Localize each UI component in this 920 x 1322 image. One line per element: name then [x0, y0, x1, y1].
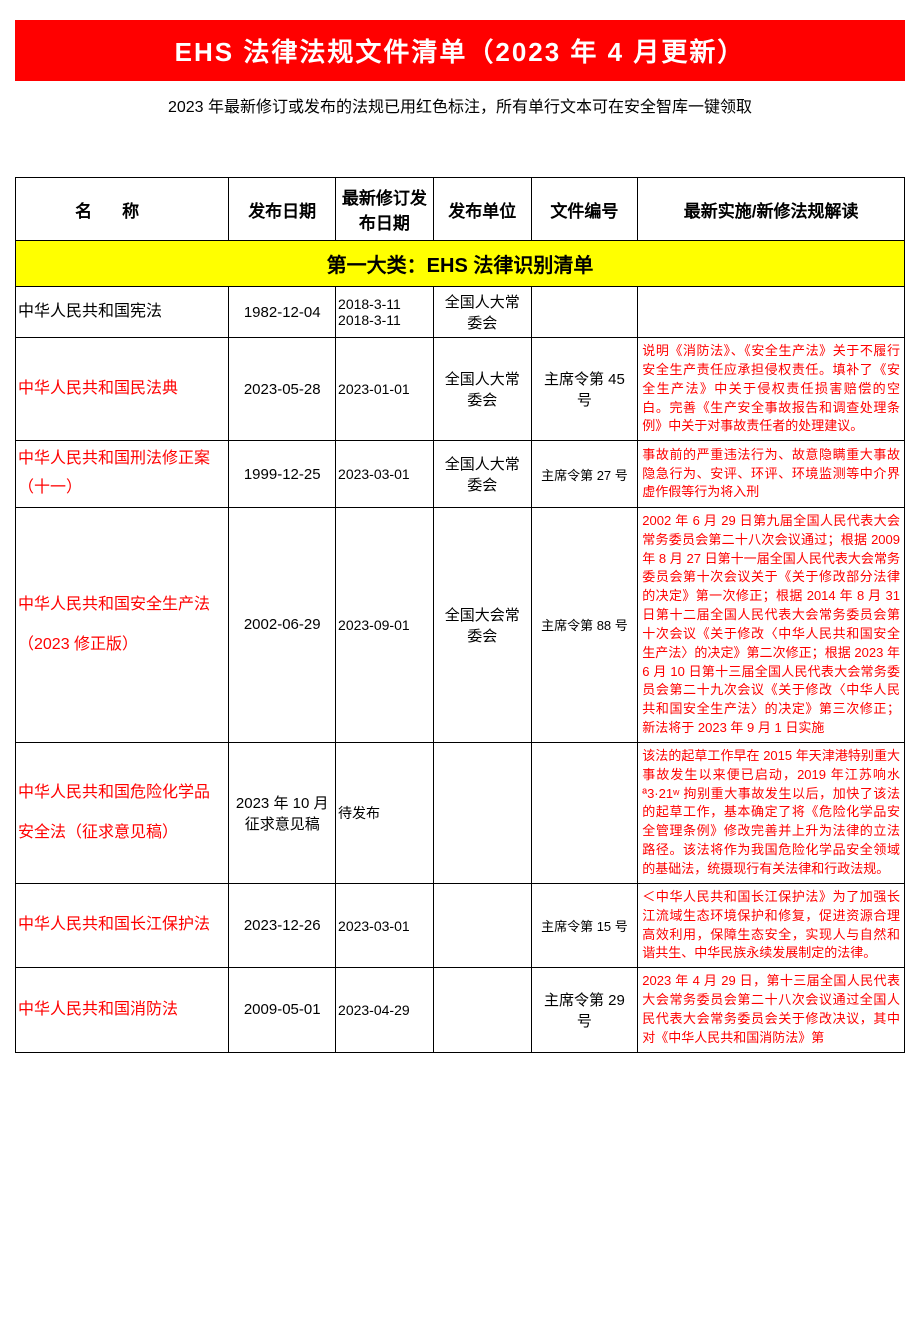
cell-name: 中华人民共和国消防法: [16, 968, 229, 1052]
cell-revdate: 2023-01-01: [336, 338, 434, 441]
cell-revdate: 2023-09-01: [336, 507, 434, 742]
table-row: 中华人民共和国长江保护法 2023-12-26 2023-03-01 主席令第 …: [16, 883, 905, 967]
cell-name: 中华人民共和国民法典: [16, 338, 229, 441]
table-row: 中华人民共和国民法典 2023-05-28 2023-01-01 全国人大常委会…: [16, 338, 905, 441]
col-header-pubdate: 发布日期: [229, 178, 336, 241]
cell-interp: 该法的起草工作早在 2015 年天津港特别重大事故发生以来便已启动，2019 年…: [638, 742, 905, 883]
table-row: 中华人民共和国宪法 1982-12-04 2018-3-112018-3-11 …: [16, 287, 905, 338]
table-header-row: 名称 发布日期 最新修订发布日期 发布单位 文件编号 最新实施/新修法规解读: [16, 178, 905, 241]
cell-interp: 事故前的严重违法行为、故意隐瞒重大事故隐急行为、安评、环评、环境监测等中介界虚作…: [638, 441, 905, 508]
table-row: 中华人民共和国消防法 2009-05-01 2023-04-29 主席令第 29…: [16, 968, 905, 1052]
cell-unit: [433, 968, 531, 1052]
col-header-unit: 发布单位: [433, 178, 531, 241]
cell-docno: [531, 287, 638, 338]
cell-unit: 全国人大常委会: [433, 441, 531, 508]
cell-interp: 2002 年 6 月 29 日第九届全国人民代表大会常务委员会第二十八次会议通过…: [638, 507, 905, 742]
table-row: 中华人民共和国危险化学品安全法（征求意见稿） 2023 年 10 月征求意见稿 …: [16, 742, 905, 883]
cell-unit: [433, 742, 531, 883]
cell-name: 中华人民共和国刑法修正案（十一）: [16, 441, 229, 508]
col-header-docno: 文件编号: [531, 178, 638, 241]
category-row: 第一大类：EHS 法律识别清单: [16, 241, 905, 287]
cell-interp: 2023 年 4 月 29 日，第十三届全国人民代表大会常务委员会第二十八次会议…: [638, 968, 905, 1052]
cell-revdate: 2023-04-29: [336, 968, 434, 1052]
title-text: EHS 法律法规文件清单（2023 年 4 月更新）: [175, 37, 746, 67]
cell-unit: 全国人大常委会: [433, 338, 531, 441]
col-header-revdate: 最新修订发布日期: [336, 178, 434, 241]
cell-name: 中华人民共和国长江保护法: [16, 883, 229, 967]
cell-name: 中华人民共和国危险化学品安全法（征求意见稿）: [16, 742, 229, 883]
cell-pubdate: 2023-12-26: [229, 883, 336, 967]
cell-docno: 主席令第 88 号: [531, 507, 638, 742]
cell-interp: ＜中华人民共和国长江保护法》为了加强长江流域生态环境保护和修复，促进资源合理高效…: [638, 883, 905, 967]
cell-interp: 说明《消防法》、《安全生产法》关于不履行安全生产责任应承担侵权责任。填补了《安全…: [638, 338, 905, 441]
category-label: 第一大类：EHS 法律识别清单: [16, 241, 905, 287]
cell-pubdate: 2023 年 10 月征求意见稿: [229, 742, 336, 883]
cell-pubdate: 2023-05-28: [229, 338, 336, 441]
subtitle: 2023 年最新修订或发布的法规已用红色标注，所有单行文本可在安全智库一键领取: [15, 81, 905, 177]
cell-interp: [638, 287, 905, 338]
cell-docno: 主席令第 15 号: [531, 883, 638, 967]
cell-revdate: 2023-03-01: [336, 883, 434, 967]
cell-revdate: 2018-3-112018-3-11: [336, 287, 434, 338]
cell-pubdate: 2009-05-01: [229, 968, 336, 1052]
cell-name: 中华人民共和国安全生产法（2023 修正版）: [16, 507, 229, 742]
cell-docno: 主席令第 29 号: [531, 968, 638, 1052]
table-row: 中华人民共和国安全生产法（2023 修正版） 2002-06-29 2023-0…: [16, 507, 905, 742]
col-header-interp: 最新实施/新修法规解读: [638, 178, 905, 241]
cell-unit: 全国大会常委会: [433, 507, 531, 742]
cell-docno: [531, 742, 638, 883]
cell-pubdate: 1982-12-04: [229, 287, 336, 338]
cell-unit: [433, 883, 531, 967]
table-row: 中华人民共和国刑法修正案（十一） 1999-12-25 2023-03-01 全…: [16, 441, 905, 508]
cell-unit: 全国人大常委会: [433, 287, 531, 338]
cell-pubdate: 2002-06-29: [229, 507, 336, 742]
title-banner: EHS 法律法规文件清单（2023 年 4 月更新）: [15, 20, 905, 81]
col-header-name: 名称: [16, 178, 229, 241]
cell-revdate: 2023-03-01: [336, 441, 434, 508]
cell-revdate: 待发布: [336, 742, 434, 883]
cell-docno: 主席令第 27 号: [531, 441, 638, 508]
subtitle-text: 2023 年最新修订或发布的法规已用红色标注，所有单行文本可在安全智库一键领取: [168, 99, 752, 116]
regulations-table: 名称 发布日期 最新修订发布日期 发布单位 文件编号 最新实施/新修法规解读 第…: [15, 177, 905, 1053]
cell-pubdate: 1999-12-25: [229, 441, 336, 508]
cell-name: 中华人民共和国宪法: [16, 287, 229, 338]
cell-docno: 主席令第 45 号: [531, 338, 638, 441]
